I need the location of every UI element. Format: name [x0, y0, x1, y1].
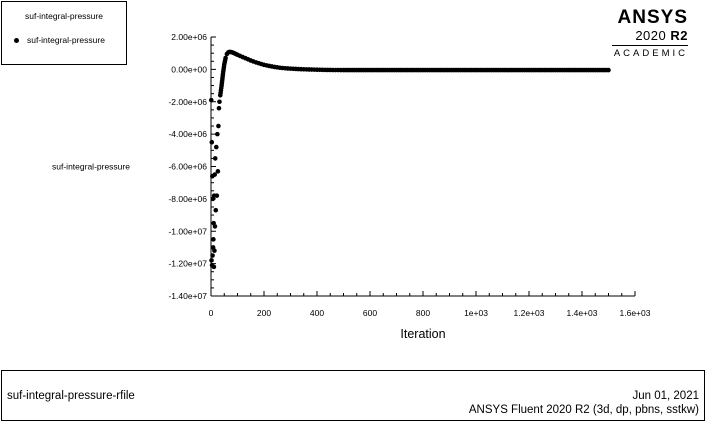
x-tick-label: 1.4e+03 — [567, 308, 598, 318]
data-point — [301, 66, 307, 72]
data-point — [274, 65, 280, 70]
data-point — [211, 237, 216, 242]
data-point — [444, 67, 450, 73]
data-point — [269, 64, 275, 69]
data-point — [213, 207, 219, 213]
data-point — [210, 253, 215, 258]
data-point — [214, 193, 220, 198]
data-point — [215, 131, 220, 137]
data-point — [214, 144, 219, 150]
data-point — [220, 74, 225, 79]
legend: suf-integral-pressure suf-integral-press… — [1, 1, 127, 65]
data-point — [208, 97, 214, 103]
data-point — [511, 67, 516, 73]
data-point — [212, 172, 218, 177]
x-tick-label: 1e+03 — [464, 308, 488, 318]
x-tick-label: 600 — [363, 308, 377, 318]
legend-entry-label: suf-integral-pressure — [27, 35, 105, 45]
data-point — [497, 67, 503, 73]
data-point — [550, 67, 556, 73]
x-tick-label: 0 — [209, 308, 214, 318]
y-tick-label: 2.00e+06 — [171, 32, 207, 42]
footer-file-name: suf-integral-pressure-rfile — [7, 390, 135, 402]
x-axis-title: Iteration — [400, 327, 445, 341]
footer-info-box: suf-integral-pressure-rfile Jun 01, 2021… — [1, 370, 705, 421]
y-tick-label: -4.00e+06 — [168, 129, 207, 139]
y-tick-label: -1.00e+07 — [168, 226, 207, 236]
data-point — [306, 67, 312, 72]
data-point — [322, 67, 328, 73]
data-point — [285, 66, 291, 71]
y-tick-label: -1.20e+07 — [168, 259, 207, 269]
data-point — [317, 67, 322, 73]
y-axis-title: suf-integral-pressure — [52, 162, 130, 172]
data-point — [296, 66, 301, 72]
logo-brand: ANSYS — [617, 7, 688, 28]
legend-marker-icon — [14, 37, 19, 43]
legend-entry: suf-integral-pressure — [14, 35, 105, 45]
data-point — [209, 258, 214, 263]
x-tick-label: 400 — [310, 308, 324, 318]
data-point — [212, 248, 217, 253]
data-point — [603, 67, 609, 73]
data-point — [365, 67, 371, 73]
y-tick-label: -2.00e+06 — [168, 97, 207, 107]
x-tick-label: 800 — [416, 308, 430, 318]
data-point — [471, 67, 477, 73]
data-point — [216, 123, 221, 129]
data-point — [218, 85, 224, 91]
logo-version-year: 2020 — [635, 28, 667, 43]
data-point — [280, 65, 285, 71]
data-point — [290, 66, 296, 72]
x-tick-label: 1.2e+03 — [514, 308, 545, 318]
data-point — [418, 67, 424, 73]
x-tick-label: 200 — [257, 308, 271, 318]
data-point — [590, 67, 596, 73]
data-point — [264, 63, 269, 68]
data-point — [216, 105, 222, 111]
x-tick-label: 1.6e+03 — [620, 308, 651, 318]
logo-version: 2020 R2 — [612, 28, 688, 43]
y-tick-label: -1.40e+07 — [168, 291, 207, 301]
legend-title: suf-integral-pressure — [25, 11, 103, 21]
data-point — [484, 67, 490, 73]
data-point — [537, 67, 543, 73]
data-point — [431, 67, 437, 73]
data-point — [391, 67, 397, 73]
data-point — [564, 67, 569, 73]
data-point — [327, 67, 333, 73]
y-tick-label: -8.00e+06 — [168, 194, 207, 204]
footer-date: Jun 01, 2021 — [632, 390, 699, 402]
y-tick-label: 0.00e+00 — [171, 64, 207, 74]
data-point — [577, 67, 583, 73]
plot-area: 2.00e+06 0.00e+00 -2.00e+06 -4.00e+06 -6.00e… — [52, 32, 651, 341]
logo-edition: ACADEMIC — [611, 45, 688, 60]
data-point — [333, 67, 338, 73]
footer-version: ANSYS Fluent 2020 R2 (3d, dp, pbns, sstk… — [468, 404, 699, 416]
data-point — [215, 169, 221, 174]
data-point — [211, 264, 217, 270]
ansys-logo: ANSYS 2020 R2 ACADEMIC — [611, 7, 688, 60]
data-point — [222, 57, 228, 63]
y-tick-label: -6.00e+06 — [168, 162, 207, 172]
data-point — [209, 139, 215, 145]
data-point — [405, 67, 410, 73]
logo-version-release: R2 — [670, 28, 688, 43]
data-point — [458, 67, 463, 73]
data-point — [352, 67, 357, 73]
data-point — [212, 156, 218, 161]
data-point — [312, 67, 317, 72]
data-point — [217, 99, 222, 105]
data-point — [338, 67, 344, 73]
data-point — [221, 64, 227, 70]
data-point — [212, 224, 218, 229]
data-point — [378, 67, 384, 73]
data-point — [524, 67, 530, 73]
